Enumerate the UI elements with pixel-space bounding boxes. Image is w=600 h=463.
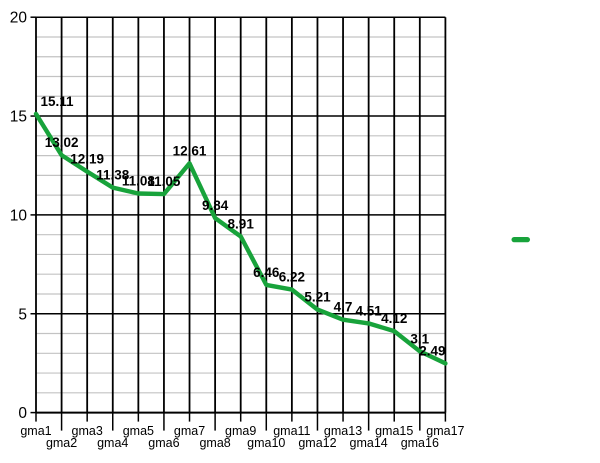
y-axis-tick-label: 5 <box>18 306 27 323</box>
data-point-label: 2.49 <box>419 343 445 358</box>
x-axis-tick-label: gma14 <box>350 436 388 450</box>
x-axis-tick-label: gma17 <box>426 424 464 438</box>
x-axis-tick-label: gma13 <box>324 424 362 438</box>
y-axis-tick-label: 20 <box>10 10 28 27</box>
data-point-label: 5.21 <box>304 290 331 305</box>
y-axis-tick-label: 0 <box>18 405 27 422</box>
x-axis-tick-label: gma4 <box>97 436 128 450</box>
data-point-label: 13.02 <box>45 135 79 150</box>
data-point-label: 11.38 <box>96 168 130 183</box>
x-axis-tick-label: gma11 <box>273 424 310 438</box>
data-point-label: 12.19 <box>70 152 104 167</box>
x-axis-tick-label: gma7 <box>174 424 205 438</box>
x-axis-tick-label: gma8 <box>199 436 230 450</box>
x-axis-tick-label: gma12 <box>298 436 336 450</box>
x-axis-tick-label: gma2 <box>46 436 77 450</box>
data-point-label: 9.84 <box>202 198 229 213</box>
x-axis-tick-label: gma6 <box>148 436 179 450</box>
x-axis-tick-label: gma15 <box>375 424 413 438</box>
data-point-label: 4.12 <box>381 311 407 326</box>
x-axis-tick-label: gma10 <box>247 436 285 450</box>
x-axis-tick-label: gma1 <box>20 424 51 438</box>
data-point-label: 3.1 <box>410 331 429 346</box>
data-point-label: 6.46 <box>253 265 280 280</box>
data-point-label: 6.22 <box>279 270 305 285</box>
x-axis-tick-label: gma3 <box>72 424 103 438</box>
data-point-label: 12.61 <box>173 143 207 158</box>
data-series-line <box>33 111 448 366</box>
data-point-label: 11.05 <box>147 174 181 189</box>
data-point-label: 11.08 <box>122 174 156 189</box>
y-axis-tick-label: 15 <box>10 109 27 126</box>
data-point-label: 4.51 <box>355 303 382 318</box>
data-point-label: 4.7 <box>334 300 353 315</box>
data-point-label: 15.11 <box>40 94 74 109</box>
legend-key <box>511 237 530 243</box>
x-axis-tick-label: gma9 <box>225 424 256 438</box>
data-point-label: 8.91 <box>228 216 255 231</box>
x-axis-tick-label: gma16 <box>401 436 439 450</box>
y-axis-tick-label: 10 <box>10 207 28 224</box>
x-axis-tick-label: gma5 <box>123 424 154 438</box>
